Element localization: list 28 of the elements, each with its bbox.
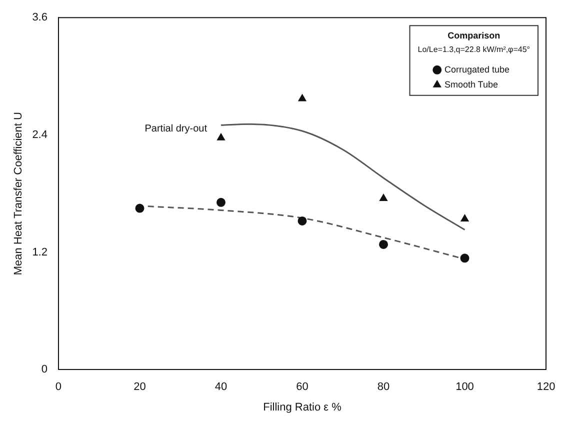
- x-tick-label: 120: [536, 381, 556, 394]
- x-tick-label: 60: [296, 381, 308, 394]
- legend-label: Smooth Tube: [444, 79, 498, 90]
- y-tick-label: 2.4: [32, 128, 48, 141]
- point: [216, 198, 226, 207]
- point: [135, 204, 144, 213]
- legend-label: Corrugated tube: [444, 64, 510, 74]
- line-series: [220, 123, 466, 231]
- y-tick-label: 0: [41, 364, 48, 376]
- point: [380, 194, 388, 201]
- point: [378, 240, 388, 249]
- annotation: Partial dry-out: [144, 124, 208, 135]
- point: [298, 216, 307, 226]
- x-tick-label: 100: [456, 381, 474, 394]
- x-tick-label: 20: [134, 381, 146, 394]
- x-tick-label: 80: [377, 381, 390, 394]
- x-axis-title: Filling Ratio ε %: [263, 401, 342, 414]
- y-axis-title: Mean Heat Transfer Coefficient U: [12, 112, 25, 276]
- point: [460, 214, 469, 222]
- point: [298, 94, 306, 102]
- annotation: Lo/Le=1.3,q=22.8 kW/m²,φ=45°: [418, 44, 530, 54]
- y-tick-label: 1.2: [32, 246, 48, 258]
- y-tick-label: 3.6: [32, 12, 48, 24]
- legend-title: Comparison: [448, 30, 500, 41]
- point: [460, 254, 470, 263]
- point: [217, 133, 225, 140]
- x-tick-label: 40: [214, 381, 228, 394]
- x-tick-label: 0: [55, 381, 62, 394]
